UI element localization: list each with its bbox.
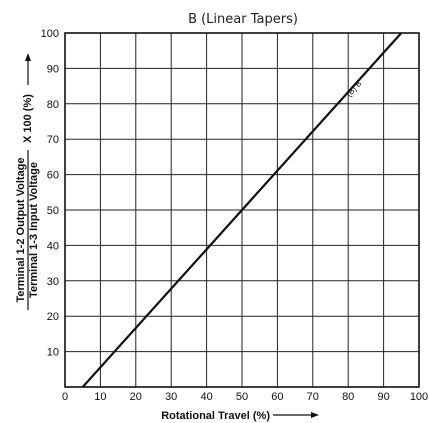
y-tick-label: 50 [47, 205, 59, 217]
x-tick-label: 40 [200, 391, 212, 403]
y-tick-label: 60 [47, 170, 59, 182]
x-tick-label: 20 [130, 391, 142, 403]
y-tick-label: 80 [47, 99, 59, 111]
plot-frame [64, 32, 420, 388]
y-tick-label: 100 [41, 28, 59, 40]
y-axis-label-numerator: Terminal 1-2 Output Voltage [15, 157, 27, 302]
x-tick-label: 80 [342, 391, 354, 403]
y-tick-label: 70 [47, 134, 59, 146]
x-tick-label: 10 [94, 391, 106, 403]
y-axis-label: Terminal 1-2 Output Voltage Terminal 1-3… [15, 53, 40, 310]
chart-title: B (Linear Tapers) [188, 12, 298, 27]
y-tick-labels: 10 20 30 40 50 60 70 80 90 100 [41, 28, 59, 359]
x-tick-label: 0 [62, 391, 68, 403]
y-tick-label: 30 [47, 276, 59, 288]
x-tick-labels: 0 10 20 30 40 50 60 70 80 90 100 [62, 391, 428, 403]
series-label: (B) B [345, 79, 364, 99]
x-tick-label: 50 [236, 391, 248, 403]
series-group [81, 32, 403, 388]
y-tick-label: 90 [47, 63, 59, 75]
x-tick-label: 100 [410, 391, 428, 403]
series-line [81, 32, 403, 388]
x-tick-label: 90 [377, 391, 389, 403]
y-tick-label: 10 [47, 347, 59, 359]
x-tick-label: 60 [271, 391, 283, 403]
x-axis-arrow [273, 412, 319, 418]
y-tick-label: 40 [47, 240, 59, 252]
y-axis-label-denominator: Terminal 1-3 Input Voltage [28, 162, 40, 298]
x-tick-label: 70 [307, 391, 319, 403]
y-axis-label-factor: X 100 (%) [22, 94, 34, 143]
y-axis-arrow-head [25, 53, 31, 61]
y-tick-label: 20 [47, 311, 59, 323]
x-axis-label: Rotational Travel (%) [161, 410, 270, 422]
x-tick-label: 30 [165, 391, 177, 403]
